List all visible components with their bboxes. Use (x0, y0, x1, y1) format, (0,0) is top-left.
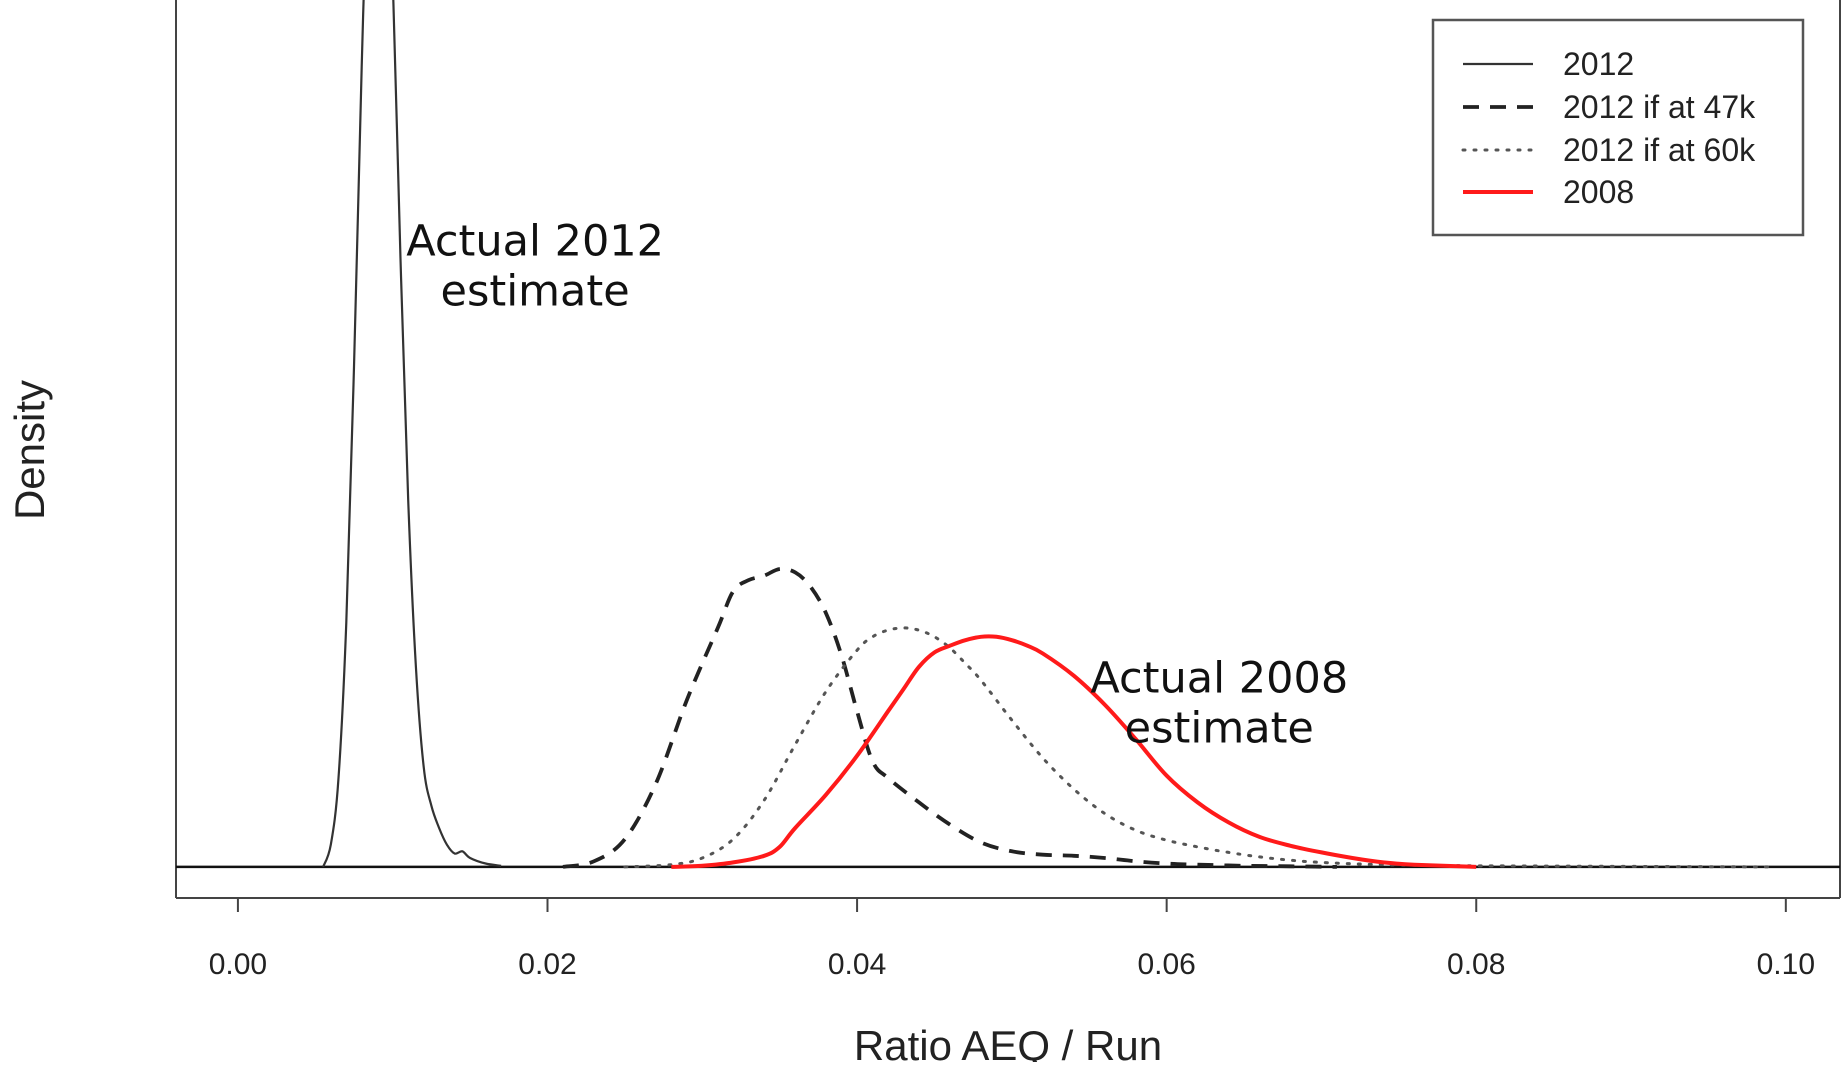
x-tick-label: 0.08 (1447, 948, 1505, 981)
x-tick-label: 0.04 (828, 948, 886, 981)
legend-box (1431, 18, 1805, 237)
legend-label-2012-60k: 2012 if at 60k (1563, 132, 1756, 168)
legend: 2012 2012 if at 47k 2012 if at 60k 2008 (1431, 18, 1805, 237)
legend-label-2008: 2008 (1563, 174, 1634, 210)
x-tick-label: 0.02 (518, 948, 576, 981)
series-line-2012 (322, 0, 502, 868)
x-tick-label: 0.00 (209, 948, 267, 981)
series-layer (322, 0, 1772, 869)
x-tick-label: 0.10 (1757, 948, 1815, 981)
legend-label-2012-47k: 2012 if at 47k (1563, 89, 1756, 125)
legend-label-2012: 2012 (1563, 46, 1634, 82)
x-axis-label: Ratio AEQ / Run (854, 1022, 1162, 1062)
x-tick-label: 0.06 (1137, 948, 1195, 981)
annotation-2012: Actual 2012 estimate (406, 217, 664, 317)
series-line-2012-47k (562, 566, 1337, 869)
x-axis-ticks: 0.00 0.02 0.04 0.06 0.08 0.10 (209, 898, 1815, 981)
annotation-line: Actual 2012 (406, 217, 664, 267)
series-line-2008 (671, 634, 1477, 869)
annotation-2008: Actual 2008 estimate (1090, 653, 1348, 753)
annotation-line: estimate (1125, 703, 1314, 753)
y-axis-label: Density (6, 380, 53, 520)
annotation-line: Actual 2008 (1090, 653, 1348, 703)
annotation-line: estimate (441, 267, 630, 317)
